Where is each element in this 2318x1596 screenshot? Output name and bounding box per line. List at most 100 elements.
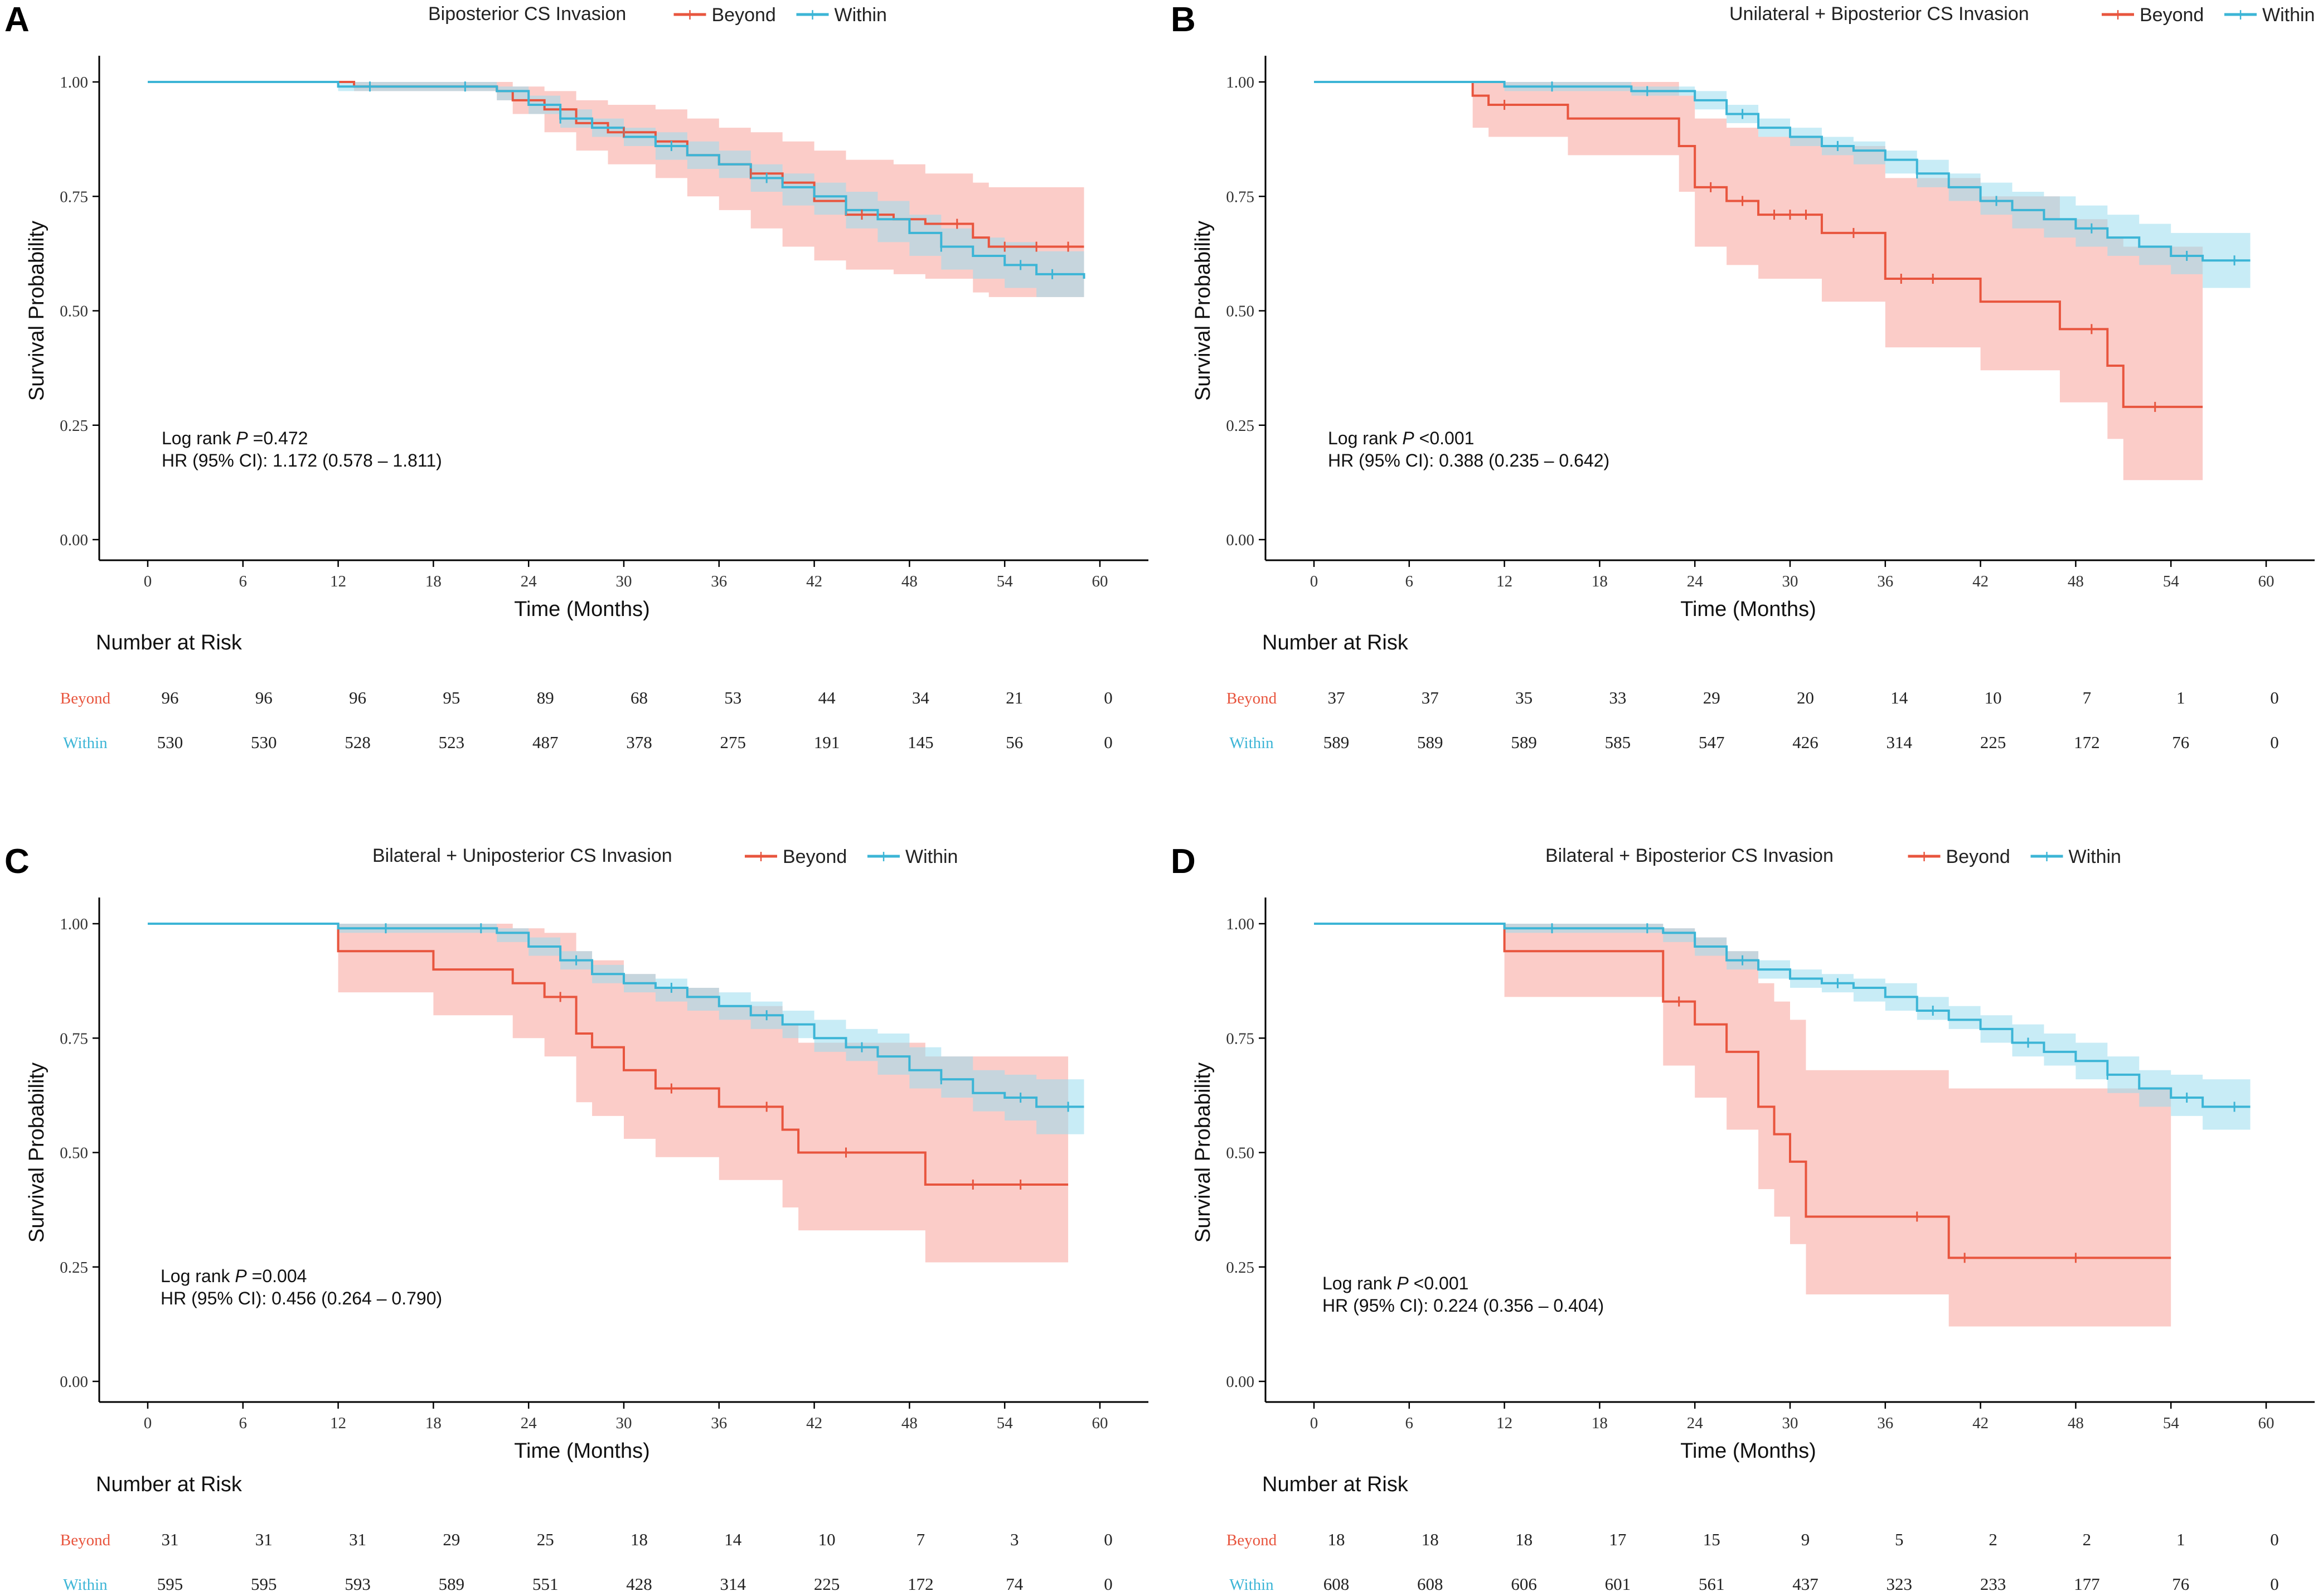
x-tick-label: 36 [711,573,727,590]
logrank-p-symbol: P [1402,428,1414,448]
risk-count: 323 [1887,1574,1913,1594]
y-tick-label: 1.00 [1226,74,1254,91]
legend-label-beyond: Beyond [2140,4,2204,26]
x-tick-label: 18 [425,573,442,590]
x-tick-label: 60 [2258,573,2275,590]
y-tick-label: 1.00 [1226,915,1254,933]
km-curve-beyond [1314,923,2171,1259]
logrank-text: Log rank P =0.004 [161,1266,307,1286]
risk-row-label-within: Within [1229,1576,1274,1594]
panel-letter: B [1171,1,1196,39]
risk-count: 530 [157,732,183,752]
x-tick-label: 60 [1092,573,1108,590]
logrank-text: Log rank P <0.001 [1322,1273,1468,1293]
panel-letter: C [4,842,30,881]
x-tick-label: 0 [1310,573,1318,590]
risk-count: 18 [1515,1530,1533,1549]
risk-count: 37 [1328,688,1345,707]
risk-row-label-beyond: Beyond [1226,690,1277,707]
risk-count: 25 [537,1530,554,1549]
risk-count: 31 [349,1530,366,1549]
ci-band-within [1314,924,2251,1134]
km-curve-within [1314,81,2251,262]
ci-band-beyond [1314,924,2171,1327]
y-tick-label: 0.75 [1226,188,1254,206]
risk-count: 585 [1605,732,1631,752]
x-tick-label: 0 [1310,1414,1318,1432]
risk-count: 15 [1703,1530,1720,1549]
risk-count: 233 [1980,1574,2006,1594]
y-tick-label: 0.75 [60,188,88,206]
risk-count: 18 [631,1530,648,1549]
x-tick-label: 30 [616,573,632,590]
risk-count: 0 [1104,688,1113,707]
legend-label-beyond: Beyond [712,4,776,26]
x-tick-label: 18 [1592,573,1608,590]
y-tick-label: 1.00 [60,915,88,933]
risk-count: 547 [1699,732,1725,752]
logrank-value: <0.001 [1414,428,1475,448]
risk-count: 0 [2270,732,2279,752]
x-tick-label: 0 [144,573,152,590]
risk-count: 95 [443,688,460,707]
risk-count: 68 [631,688,648,707]
x-tick-label: 30 [1782,573,1798,590]
risk-count: 593 [345,1574,371,1594]
risk-count: 191 [814,732,840,752]
risk-count: 595 [157,1574,183,1594]
legend-key-within-tick: + [2235,4,2246,26]
risk-row-label-within: Within [63,1576,108,1594]
risk-count: 14 [1890,688,1908,707]
y-axis-title: Survival Probability [1191,221,1215,401]
risk-count: 3 [1010,1530,1019,1549]
risk-count: 34 [912,688,930,707]
x-tick-label: 60 [1092,1414,1108,1432]
ci-band-within [148,924,1084,1134]
risk-count: 225 [814,1574,840,1594]
risk-count: 2 [2083,1530,2092,1549]
legend-label-beyond: Beyond [1946,846,2010,867]
x-tick-label: 48 [2068,573,2084,590]
logrank-text: Log rank P =0.472 [162,428,308,448]
risk-count: 1 [2176,688,2185,707]
risk-count: 225 [1980,732,2006,752]
risk-table-title: Number at Risk [96,1473,243,1496]
risk-count: 528 [345,732,371,752]
risk-count: 437 [1792,1574,1818,1594]
x-tick-label: 42 [1972,573,1989,590]
risk-count: 44 [818,688,836,707]
risk-count: 35 [1515,688,1533,707]
x-tick-label: 6 [239,573,248,590]
y-tick-label: 1.00 [60,74,88,91]
risk-count: 89 [537,688,554,707]
panel-C: C Bilateral + Uniposterior CS Invasion + Be… [4,842,1148,1594]
risk-row-label-within: Within [63,734,108,752]
legend-label-within: Within [905,846,958,867]
legend-key-within-tick: + [2041,846,2053,867]
y-tick-label: 0.25 [1226,417,1254,435]
x-tick-label: 24 [521,573,537,590]
risk-count: 21 [1006,688,1023,707]
risk-count: 426 [1792,732,1818,752]
panel-letter: A [4,1,30,39]
logrank-prefix: Log rank [1322,1273,1396,1293]
x-tick-label: 42 [806,573,822,590]
ci-band-beyond [148,924,1069,1263]
x-tick-label: 36 [1877,573,1893,590]
risk-count: 0 [1104,732,1113,752]
panel-letter: D [1171,842,1196,881]
x-tick-label: 0 [144,1414,152,1432]
legend-label-within: Within [2262,4,2315,26]
risk-table-title: Number at Risk [1262,631,1409,654]
x-tick-label: 24 [1687,573,1704,590]
legend-title: Bilateral + Biposterior CS Invasion [1545,845,1834,866]
hazard-ratio-text: HR (95% CI): 0.224 (0.356 – 0.404) [1322,1296,1604,1316]
x-tick-label: 42 [1972,1414,1989,1432]
km-curve-beyond [1314,81,2203,408]
legend-key-within-tick: + [807,4,818,26]
risk-count: 20 [1797,688,1814,707]
risk-count: 608 [1417,1574,1443,1594]
risk-count: 0 [2270,1574,2279,1594]
risk-count: 0 [2270,688,2279,707]
risk-count: 589 [439,1574,465,1594]
